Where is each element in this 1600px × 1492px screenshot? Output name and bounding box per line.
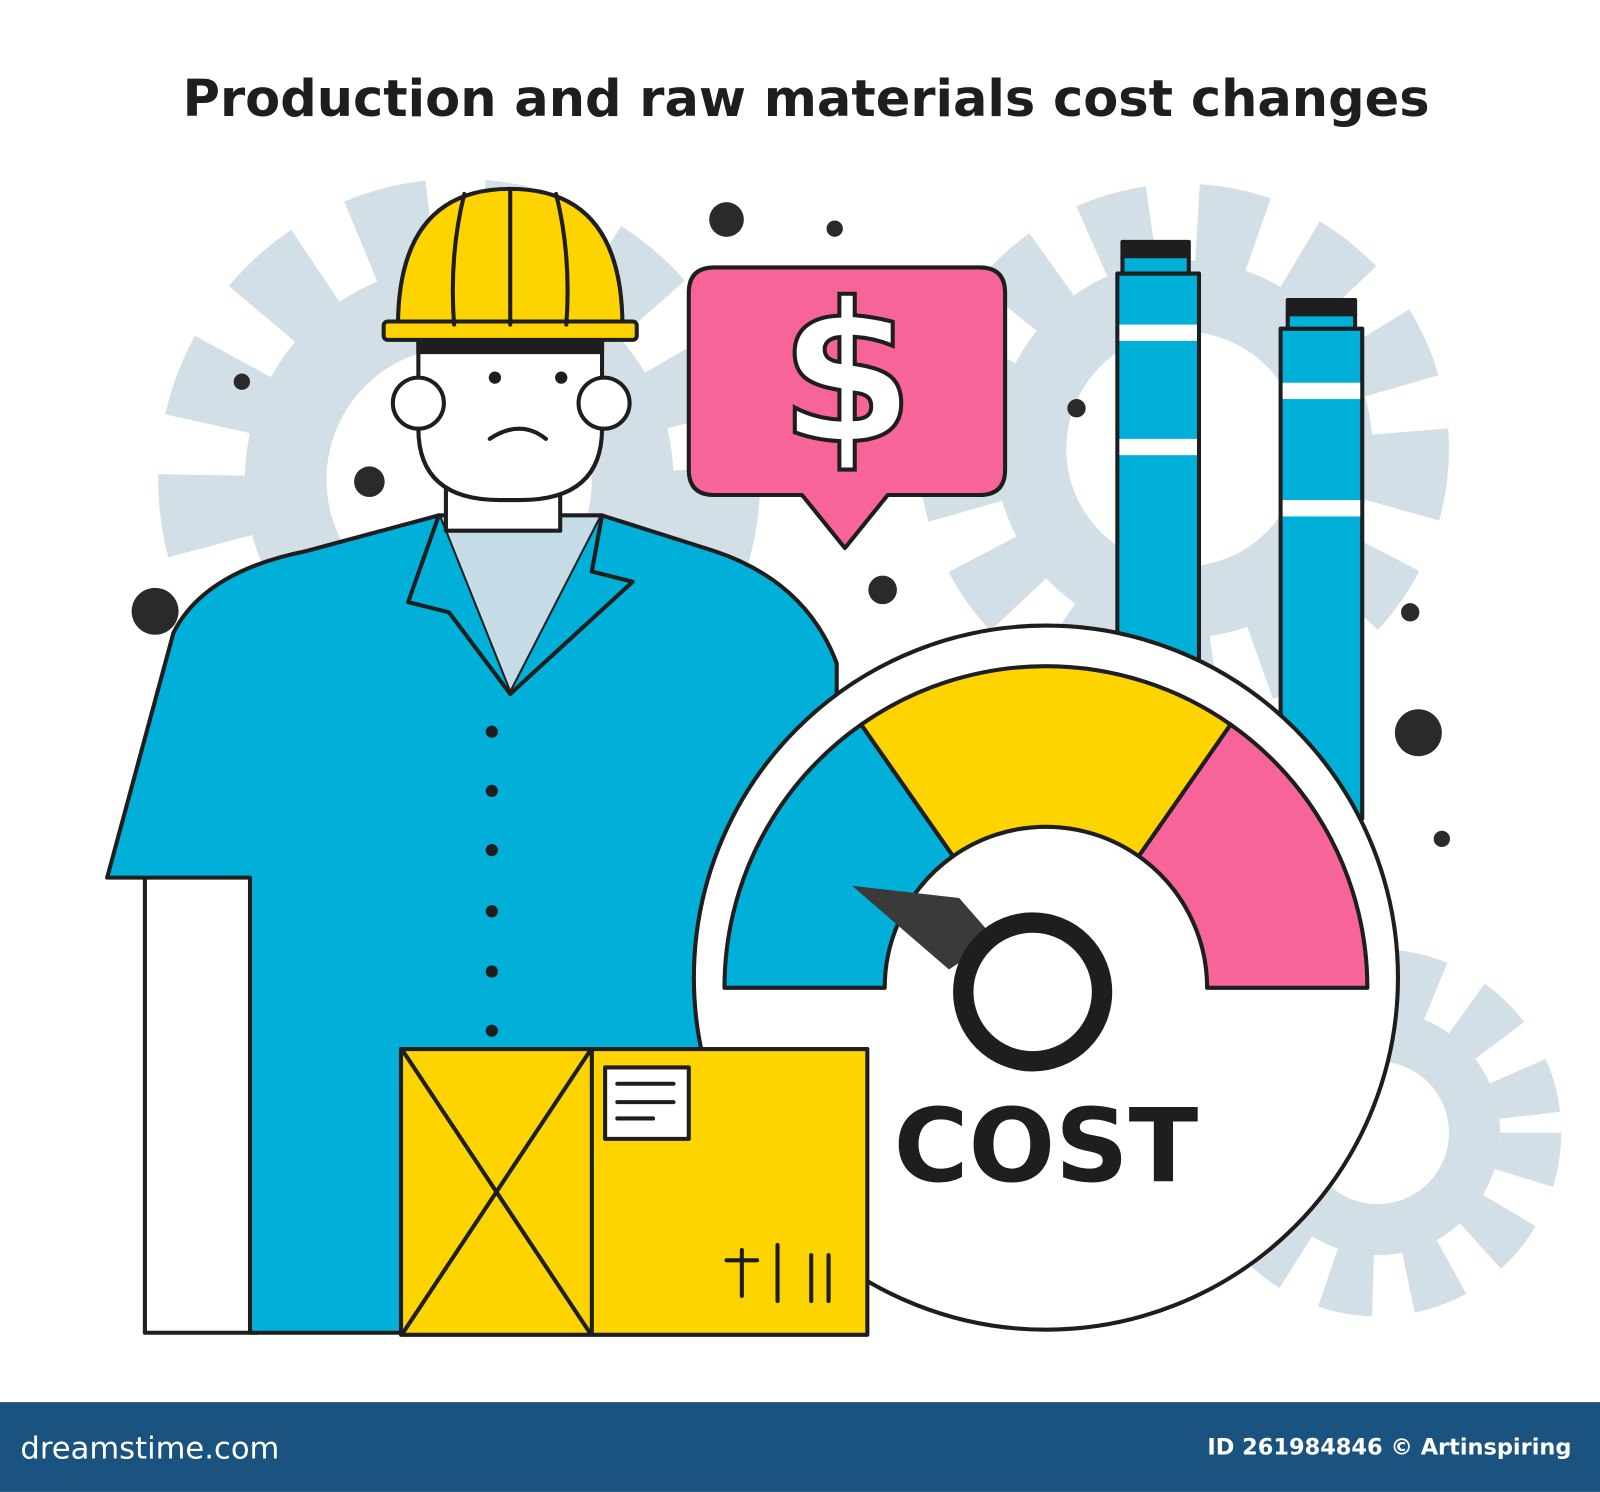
footer-credit: ID 261984846 © Artinspiring: [1207, 1435, 1571, 1461]
chimneys: [1115, 239, 1365, 821]
box: [398, 1047, 870, 1337]
dollar-sign: $: [779, 261, 914, 487]
footer-brand: dreamstime.com: [20, 1432, 279, 1467]
gauge-label: COST: [894, 1087, 1199, 1206]
footer-bar: [0, 1402, 1600, 1492]
speech-bubble: $: [686, 259, 1008, 551]
dots: [131, 202, 1450, 848]
gauge: COST: [691, 623, 1400, 1332]
title: Production and raw materials cost change…: [183, 70, 1430, 129]
